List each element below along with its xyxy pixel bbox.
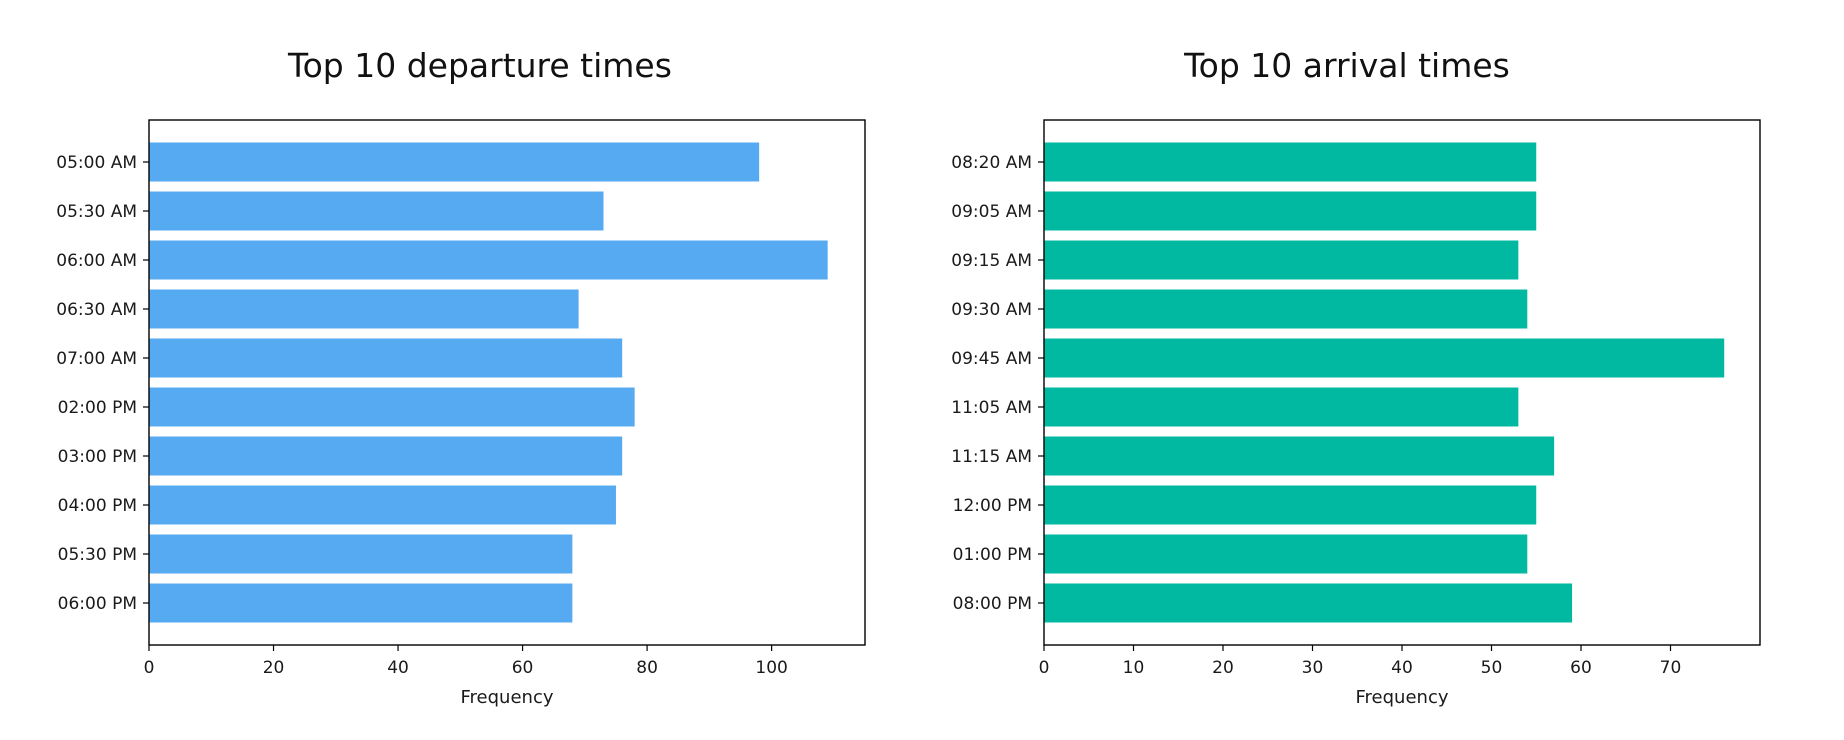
chart-title: Top 10 arrival times [1183, 46, 1510, 85]
y-axis-ticks: 08:20 AM 09:05 AM 09:15 AM 09:30 AM 09:45 AM… [951, 153, 1044, 614]
bar [1044, 142, 1537, 182]
x-tick-label: 20 [263, 658, 285, 678]
bar [1044, 583, 1573, 623]
arrival-times-chart: Top 10 arrival times 08:20 AM 09:05 AM 09:… [951, 46, 1761, 708]
y-tick-label: 09:05 AM [951, 202, 1032, 222]
x-tick-label: 100 [755, 658, 787, 678]
bars [149, 142, 828, 623]
bar [149, 485, 616, 525]
x-tick-label: 70 [1660, 658, 1682, 678]
bar [1044, 485, 1537, 525]
y-tick-label: 02:00 PM [58, 398, 137, 418]
bar [149, 338, 623, 378]
y-tick-label: 09:15 AM [951, 251, 1032, 271]
bar [149, 583, 573, 623]
y-tick-label: 03:00 PM [58, 447, 137, 467]
bar [149, 387, 635, 427]
bar [149, 289, 579, 329]
bar [1044, 387, 1519, 427]
bar [149, 240, 828, 280]
x-axis-ticks: 0 20 40 60 80 100 [144, 645, 788, 678]
y-tick-label: 08:20 AM [951, 153, 1032, 173]
y-tick-label: 11:05 AM [951, 398, 1032, 418]
y-tick-label: 05:30 PM [58, 545, 137, 565]
bar [149, 534, 573, 574]
bar [149, 142, 760, 182]
bar [1044, 191, 1537, 231]
x-tick-label: 50 [1481, 658, 1503, 678]
bar [1044, 289, 1528, 329]
y-tick-label: 06:00 AM [56, 251, 137, 271]
y-tick-label: 05:30 AM [56, 202, 137, 222]
x-axis-label: Frequency [461, 687, 554, 708]
x-tick-label: 60 [512, 658, 534, 678]
y-tick-label: 05:00 AM [56, 153, 137, 173]
bar [1044, 240, 1519, 280]
y-axis-ticks: 05:00 AM 05:30 AM 06:00 AM 06:30 AM 07:00 AM… [56, 153, 149, 614]
x-tick-label: 80 [636, 658, 658, 678]
y-tick-label: 01:00 PM [953, 545, 1032, 565]
y-tick-label: 06:00 PM [58, 594, 137, 614]
bar [1044, 534, 1528, 574]
x-tick-label: 0 [1039, 658, 1050, 678]
y-tick-label: 11:15 AM [951, 447, 1032, 467]
y-tick-label: 08:00 PM [953, 594, 1032, 614]
plot-frame [1043, 119, 1761, 646]
x-tick-label: 0 [144, 658, 155, 678]
y-tick-label: 07:00 AM [56, 349, 137, 369]
bar [1044, 338, 1725, 378]
x-tick-label: 60 [1570, 658, 1592, 678]
bar [149, 191, 604, 231]
y-tick-label: 12:00 PM [953, 496, 1032, 516]
plot-frame [148, 119, 866, 646]
x-tick-label: 40 [1391, 658, 1413, 678]
x-axis-ticks: 0 10 20 30 40 50 60 70 [1039, 645, 1682, 678]
x-tick-label: 40 [387, 658, 409, 678]
x-tick-label: 10 [1123, 658, 1145, 678]
y-tick-label: 06:30 AM [56, 300, 137, 320]
y-tick-label: 04:00 PM [58, 496, 137, 516]
bar [1044, 436, 1555, 476]
bars [1044, 142, 1725, 623]
x-axis-label: Frequency [1356, 687, 1449, 708]
chart-title: Top 10 departure times [287, 46, 672, 85]
bar [149, 436, 623, 476]
x-tick-label: 30 [1302, 658, 1324, 678]
y-tick-label: 09:45 AM [951, 349, 1032, 369]
y-tick-label: 09:30 AM [951, 300, 1032, 320]
x-tick-label: 20 [1212, 658, 1234, 678]
